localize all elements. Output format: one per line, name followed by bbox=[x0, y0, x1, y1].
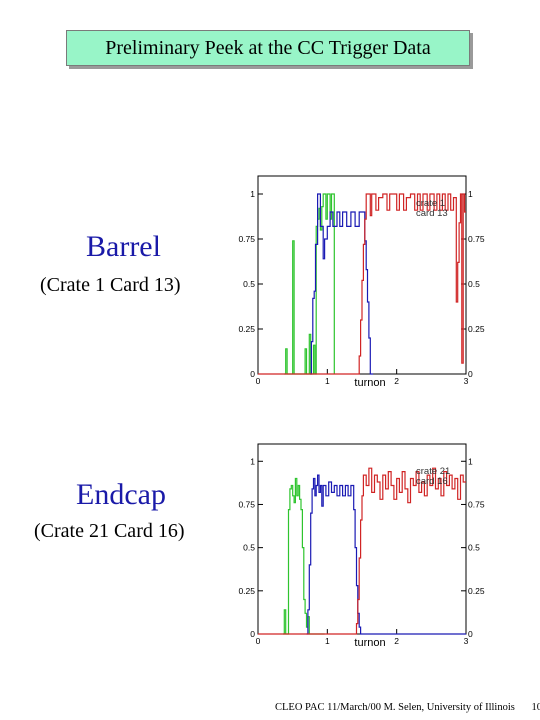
footer-text: CLEO PAC 11/March/00 M. Selen, Universit… bbox=[275, 702, 515, 713]
y-tick-label-right: 0.75 bbox=[468, 499, 485, 509]
slide-title: Preliminary Peek at the CC Trigger Data bbox=[66, 30, 470, 66]
y-tick-label-right: 0 bbox=[468, 369, 473, 379]
series-green-line bbox=[283, 477, 325, 635]
x-tick-label: 0 bbox=[256, 636, 261, 646]
series-red-line bbox=[258, 467, 466, 635]
y-tick-label: 0 bbox=[250, 369, 255, 379]
x-tick-label: 2 bbox=[394, 376, 399, 386]
y-tick-label: 0.25 bbox=[238, 324, 255, 334]
endcap-sublabel: (Crate 21 Card 16) bbox=[34, 520, 185, 542]
y-tick-label: 0.75 bbox=[238, 234, 255, 244]
y-tick-label-right: 0.25 bbox=[468, 586, 485, 596]
y-tick-label: 0.5 bbox=[243, 543, 255, 553]
endcap-label: Endcap bbox=[76, 478, 166, 511]
x-tick-label: 0 bbox=[256, 376, 261, 386]
plot-annotation: card 16 bbox=[416, 476, 448, 487]
page-number: 10 bbox=[531, 702, 540, 713]
y-tick-label-right: 0.75 bbox=[468, 234, 485, 244]
y-tick-label: 0 bbox=[250, 629, 255, 639]
series-red-line bbox=[258, 193, 466, 375]
x-axis-label: turnon bbox=[354, 377, 385, 389]
barrel-sublabel: (Crate 1 Card 13) bbox=[40, 274, 181, 296]
x-axis-label: turnon bbox=[354, 637, 385, 649]
y-tick-label: 1 bbox=[250, 456, 255, 466]
barrel-label: Barrel bbox=[86, 230, 161, 263]
y-tick-label-right: 0.5 bbox=[468, 279, 480, 289]
y-tick-label-right: 1 bbox=[468, 189, 473, 199]
y-tick-label-right: 0.25 bbox=[468, 324, 485, 334]
x-tick-label: 1 bbox=[325, 636, 330, 646]
x-tick-label: 3 bbox=[464, 376, 469, 386]
plot-annotation: card 13 bbox=[416, 208, 448, 219]
y-tick-label: 0.5 bbox=[243, 279, 255, 289]
plot-annotation: crate 21 bbox=[416, 466, 450, 477]
x-tick-label: 2 bbox=[394, 636, 399, 646]
y-tick-label: 0.25 bbox=[238, 586, 255, 596]
y-tick-label-right: 0.5 bbox=[468, 543, 480, 553]
x-tick-label: 1 bbox=[325, 376, 330, 386]
series-blue-line bbox=[306, 474, 466, 635]
series-blue-line bbox=[310, 193, 374, 375]
y-tick-label: 1 bbox=[250, 189, 255, 199]
x-tick-label: 3 bbox=[464, 636, 469, 646]
endcap-turnon-plot: 0 00.25 0.250.5 0.50.75 0.751 10 1 2 3turnoncrat… bbox=[238, 443, 485, 649]
y-tick-label-right: 1 bbox=[468, 456, 473, 466]
footer: CLEO PAC 11/March/00 M. Selen, Universit… bbox=[275, 702, 540, 713]
plot-annotation: crate 1 bbox=[416, 198, 445, 209]
y-tick-label: 0.75 bbox=[238, 499, 255, 509]
series-green-line bbox=[284, 193, 335, 375]
barrel-turnon-plot: 0 00.25 0.250.5 0.50.75 0.751 10 1 2 3turnoncrat… bbox=[238, 175, 485, 389]
y-tick-label-right: 0 bbox=[468, 629, 473, 639]
plot-frame bbox=[257, 175, 467, 375]
